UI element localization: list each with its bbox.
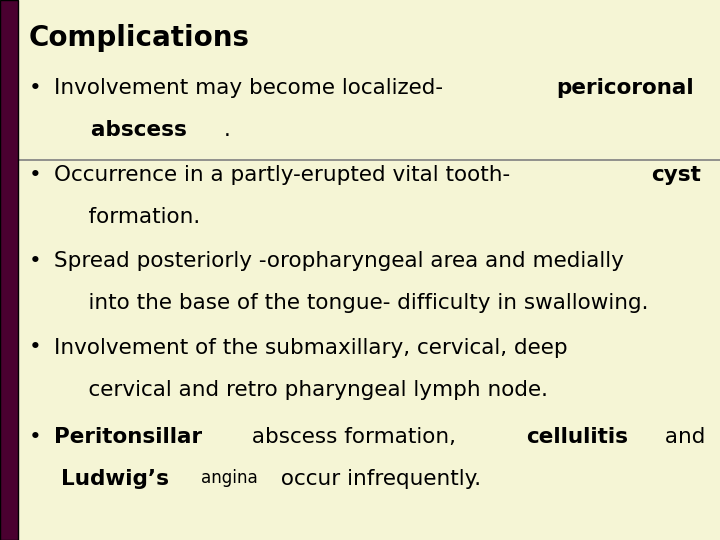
Text: Involvement may become localized-: Involvement may become localized- (54, 78, 443, 98)
FancyBboxPatch shape (0, 0, 18, 540)
Text: Spread posteriorly -oropharyngeal area and medially: Spread posteriorly -oropharyngeal area a… (54, 251, 624, 271)
Text: •: • (29, 165, 42, 185)
Text: cellulitis: cellulitis (526, 427, 629, 447)
Text: abscess formation,: abscess formation, (245, 427, 463, 447)
Text: cyst: cyst (652, 165, 701, 185)
Text: cervical and retro pharyngeal lymph node.: cervical and retro pharyngeal lymph node… (61, 380, 548, 400)
Text: Peritonsillar: Peritonsillar (54, 427, 202, 447)
Text: abscess: abscess (61, 120, 187, 140)
Text: Involvement of the submaxillary, cervical, deep: Involvement of the submaxillary, cervica… (54, 338, 567, 357)
Text: •: • (29, 338, 42, 357)
Text: Occurrence in a partly-erupted vital tooth-: Occurrence in a partly-erupted vital too… (54, 165, 517, 185)
Text: Complications: Complications (29, 24, 250, 52)
Text: formation.: formation. (61, 207, 200, 227)
Text: into the base of the tongue- difficulty in swallowing.: into the base of the tongue- difficulty … (61, 293, 649, 313)
Text: Ludwig’s: Ludwig’s (61, 469, 169, 489)
Text: pericoronal: pericoronal (556, 78, 693, 98)
Text: •: • (29, 251, 42, 271)
Text: and: and (658, 427, 706, 447)
Text: •: • (29, 427, 42, 447)
Text: angina: angina (201, 469, 257, 487)
Text: occur infrequently.: occur infrequently. (274, 469, 481, 489)
Text: .: . (224, 120, 230, 140)
Text: •: • (29, 78, 42, 98)
